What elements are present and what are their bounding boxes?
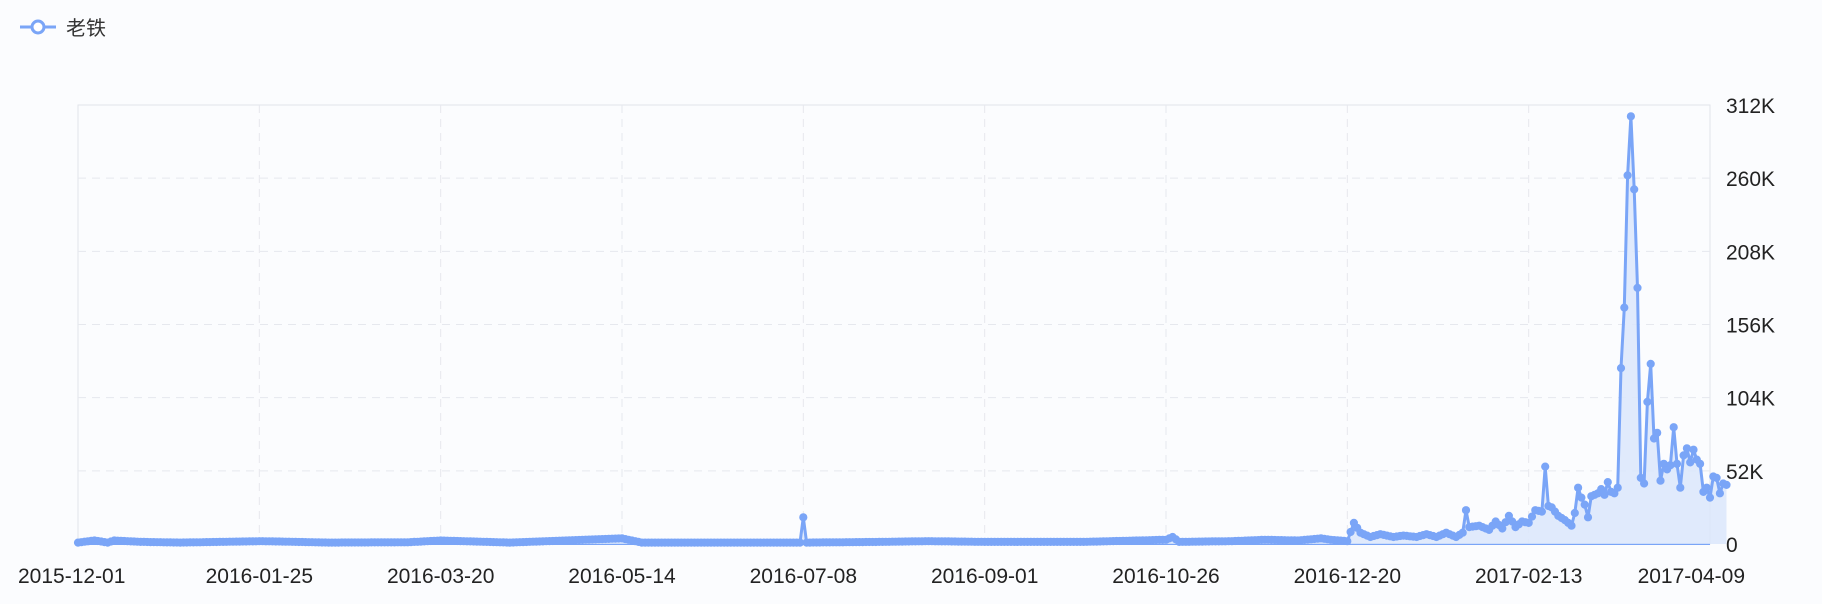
data-point[interactable] — [1583, 513, 1593, 522]
x-tick-label: 2017-04-09 — [1638, 565, 1745, 588]
data-point[interactable] — [1620, 303, 1629, 312]
data-point[interactable] — [1696, 459, 1705, 468]
x-tick-label: 2017-02-13 — [1475, 565, 1582, 588]
data-point[interactable] — [1577, 493, 1586, 502]
data-point[interactable] — [1626, 112, 1636, 121]
data-point[interactable] — [1461, 506, 1471, 515]
legend-label: 老铁 — [66, 16, 106, 40]
data-point[interactable] — [1541, 462, 1550, 471]
data-point[interactable] — [1646, 359, 1655, 368]
y-tick-label: 260K — [1726, 168, 1775, 191]
data-point[interactable] — [1686, 458, 1695, 467]
x-tick-label: 2016-12-20 — [1294, 565, 1401, 588]
axis-ticks: 0 52K 104K 156K 208K 260K 312K 2015-12-01 2016-0… — [18, 95, 1775, 588]
data-point[interactable] — [1676, 483, 1685, 492]
data-point[interactable] — [1524, 518, 1533, 528]
y-tick-label: 312K — [1726, 95, 1775, 118]
data-point[interactable] — [1653, 428, 1662, 437]
legend[interactable]: 老铁 — [18, 12, 106, 41]
data-point[interactable] — [1346, 527, 1355, 537]
grid — [77, 104, 1711, 545]
data-point[interactable] — [1643, 397, 1652, 406]
data-point[interactable] — [1702, 483, 1711, 492]
data-point[interactable] — [1669, 423, 1678, 432]
y-tick-label: 156K — [1726, 315, 1775, 338]
y-tick-label: 208K — [1726, 241, 1775, 264]
data-point[interactable] — [1689, 445, 1698, 454]
data-point[interactable] — [1715, 489, 1725, 498]
series-area — [78, 116, 1727, 545]
data-point[interactable] — [1570, 508, 1579, 518]
data-point[interactable] — [1705, 493, 1715, 502]
data-point[interactable] — [1712, 473, 1721, 482]
line-marker-icon — [20, 19, 56, 34]
x-tick-label: 2016-10-26 — [1112, 565, 1219, 588]
data-point[interactable] — [1458, 528, 1467, 537]
data-point[interactable] — [1640, 479, 1649, 488]
data-point[interactable] — [1343, 537, 1352, 546]
data-point[interactable] — [1666, 461, 1675, 470]
data-point[interactable] — [1537, 507, 1547, 516]
y-tick-label: 0 — [1726, 534, 1738, 557]
data-point[interactable] — [1630, 185, 1639, 194]
data-point[interactable] — [1656, 476, 1665, 485]
x-tick-label: 2016-09-01 — [931, 565, 1038, 588]
y-tick-label: 104K — [1726, 388, 1775, 411]
data-point[interactable] — [1603, 478, 1612, 487]
x-tick-label: 2016-03-20 — [387, 565, 494, 588]
x-tick-label: 2016-05-14 — [568, 565, 676, 588]
x-tick-label: 2016-07-08 — [750, 565, 857, 588]
data-point[interactable] — [1616, 364, 1626, 373]
data-point[interactable] — [1679, 451, 1688, 460]
data-point[interactable] — [1613, 483, 1622, 492]
data-point[interactable] — [1600, 490, 1609, 499]
data-point[interactable] — [1527, 512, 1537, 521]
data-points[interactable] — [73, 112, 1731, 547]
data-point[interactable] — [1722, 480, 1731, 489]
data-point[interactable] — [1633, 283, 1642, 292]
y-tick-label: 52K — [1726, 461, 1763, 484]
series-line — [77, 114, 1728, 545]
data-point[interactable] — [1498, 524, 1507, 533]
data-point[interactable] — [1580, 500, 1589, 509]
data-point[interactable] — [1623, 171, 1632, 180]
x-tick-label: 2016-01-25 — [206, 565, 313, 588]
data-point[interactable] — [1574, 483, 1583, 492]
data-point[interactable] — [1672, 459, 1682, 468]
x-tick-label: 2015-12-01 — [18, 565, 125, 588]
data-point[interactable] — [1567, 521, 1576, 530]
series — [77, 114, 1728, 545]
data-point[interactable] — [1682, 444, 1692, 453]
data-point[interactable] — [799, 513, 808, 522]
